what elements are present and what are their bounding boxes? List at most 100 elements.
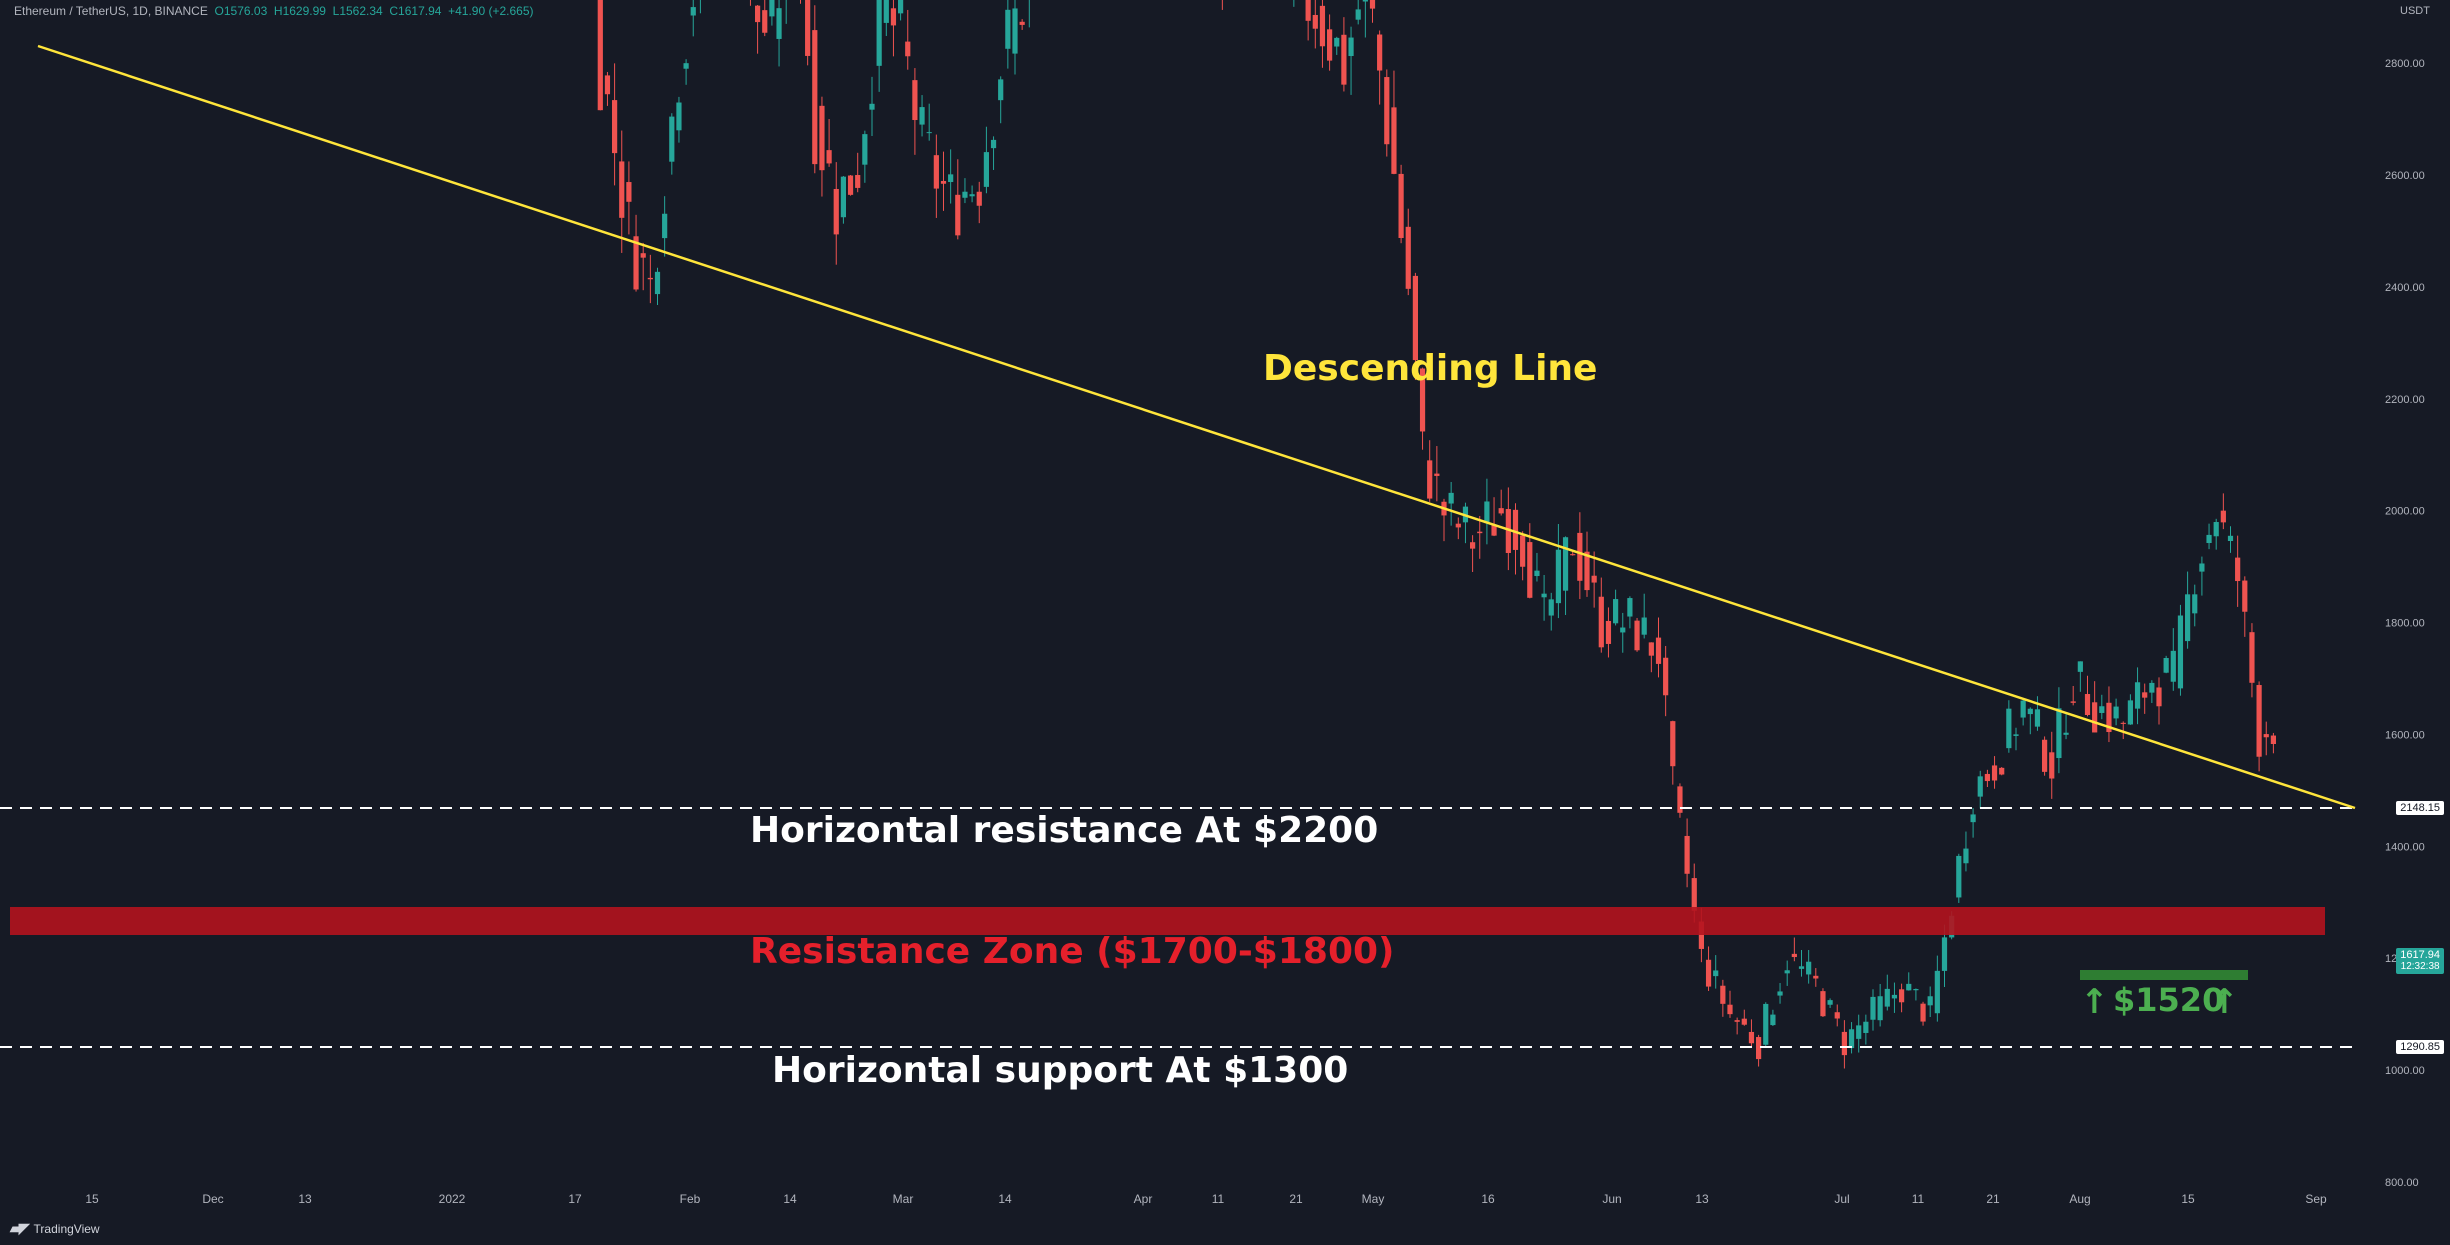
candle-body	[2077, 661, 2083, 672]
candle-body	[869, 103, 875, 110]
candle-body	[1691, 878, 1697, 911]
price-tick: 1400.00	[2385, 841, 2425, 853]
candle-body	[1562, 537, 1569, 591]
candle-body	[2127, 700, 2133, 725]
candle-body	[1977, 776, 1983, 797]
candle-body	[1756, 1037, 1762, 1060]
candle-body	[1555, 549, 1561, 604]
horizontal-support-label: Horizontal support At $1300	[772, 1050, 1348, 1091]
candle-body	[1884, 988, 1890, 1007]
candle-body	[669, 116, 675, 162]
candle-body	[905, 41, 911, 57]
candle-body	[2113, 706, 2119, 719]
candle-body	[2185, 594, 2191, 642]
candle-body	[1605, 620, 1612, 644]
candle-body	[1341, 34, 1347, 85]
candle-body	[1391, 107, 1397, 174]
candle-body	[2249, 632, 2255, 683]
candle-body	[1827, 1000, 1833, 1005]
candle-body	[2084, 694, 2091, 716]
price-tick: 2000.00	[2385, 506, 2425, 518]
candle-body	[876, 0, 882, 66]
candle-body	[1991, 765, 1998, 781]
candle-body	[2263, 734, 2269, 738]
candle-body	[2070, 701, 2076, 703]
candle-body	[2163, 658, 2169, 673]
time-tick: 21	[1289, 1192, 1303, 1206]
candle-body	[976, 191, 982, 206]
candle-body	[912, 80, 918, 121]
candle-body	[1734, 1020, 1740, 1022]
candle-body	[1963, 848, 1969, 864]
candle-body	[919, 107, 925, 125]
time-tick: Sep	[2305, 1192, 2327, 1206]
candle-body	[683, 63, 689, 69]
candle-body	[2256, 685, 2262, 757]
support-1520-bar	[2080, 970, 2248, 980]
candle-body	[1727, 1004, 1733, 1015]
support-price-tag: 1290.85	[2396, 1040, 2444, 1054]
candle-body	[1891, 994, 1898, 999]
support-1520-label: $1520	[2113, 981, 2224, 1019]
candle-body	[1791, 953, 1797, 958]
candle-body	[1677, 786, 1683, 813]
candle-body	[948, 174, 954, 183]
tradingview-logo[interactable]: ▰◤ TradingView	[10, 1220, 100, 1237]
candle-body	[812, 30, 818, 165]
candle-body	[776, 8, 782, 39]
price-axis: 800.001000.001200.001400.001600.001800.0…	[2385, 58, 2425, 1189]
candle-body	[1534, 570, 1540, 577]
candle-body	[1641, 617, 1647, 635]
resistance-zone-label: Resistance Zone ($1700-$1800)	[750, 931, 1395, 972]
time-tick: 15	[85, 1192, 99, 1206]
candle-body	[969, 194, 975, 197]
price-tick: 1800.00	[2385, 618, 2425, 630]
candle-body	[1548, 599, 1554, 616]
candle-body	[1848, 1029, 1855, 1049]
candle-body	[1620, 627, 1626, 633]
price-tick: 1000.00	[2385, 1065, 2425, 1077]
close-value: C1617.94	[389, 4, 442, 18]
candle-body	[1455, 523, 1461, 528]
up-arrow-left-icon: ↑	[2080, 982, 2109, 1022]
candle-body	[855, 175, 861, 188]
high-value: H1629.99	[273, 4, 326, 18]
candle-body	[647, 277, 653, 280]
candle-body	[819, 105, 825, 171]
price-tick: 2600.00	[2385, 170, 2425, 182]
candle-body	[962, 191, 968, 198]
brand-label: TradingView	[33, 1221, 100, 1236]
time-tick: 15	[2181, 1192, 2195, 1206]
time-tick: Apr	[1134, 1192, 1153, 1206]
candle-body	[2156, 687, 2162, 707]
candle-body	[633, 236, 639, 290]
candle-body	[1369, 0, 1376, 9]
open-value: O1576.03	[214, 4, 268, 18]
candle-body	[1405, 226, 1411, 289]
candles-group	[597, 0, 2276, 1069]
time-tick: Feb	[680, 1192, 701, 1206]
candle-body	[762, 10, 768, 33]
time-tick: 13	[1695, 1192, 1709, 1206]
candle-body	[1398, 173, 1404, 238]
candle-body	[1355, 9, 1361, 20]
candle-body	[1019, 21, 1025, 25]
candle-body	[1520, 535, 1526, 567]
candle-body	[1806, 961, 1812, 975]
candle-body	[2142, 692, 2148, 698]
candle-body	[612, 100, 618, 154]
candle-body	[1927, 996, 1933, 1006]
price-tick: 800.00	[2385, 1177, 2419, 1189]
current-price-tag: 1617.94 12:32:38	[2396, 948, 2444, 974]
candle-body	[2213, 522, 2219, 537]
candle-body	[2027, 708, 2033, 715]
candle-body	[626, 182, 632, 202]
candle-body	[1777, 991, 1783, 996]
candle-body	[1598, 596, 1604, 648]
candle-body	[2106, 702, 2112, 733]
candle-body	[1012, 8, 1018, 54]
candle-body	[2177, 615, 2184, 689]
candle-body	[1841, 1031, 1847, 1056]
candle-body	[840, 176, 846, 218]
